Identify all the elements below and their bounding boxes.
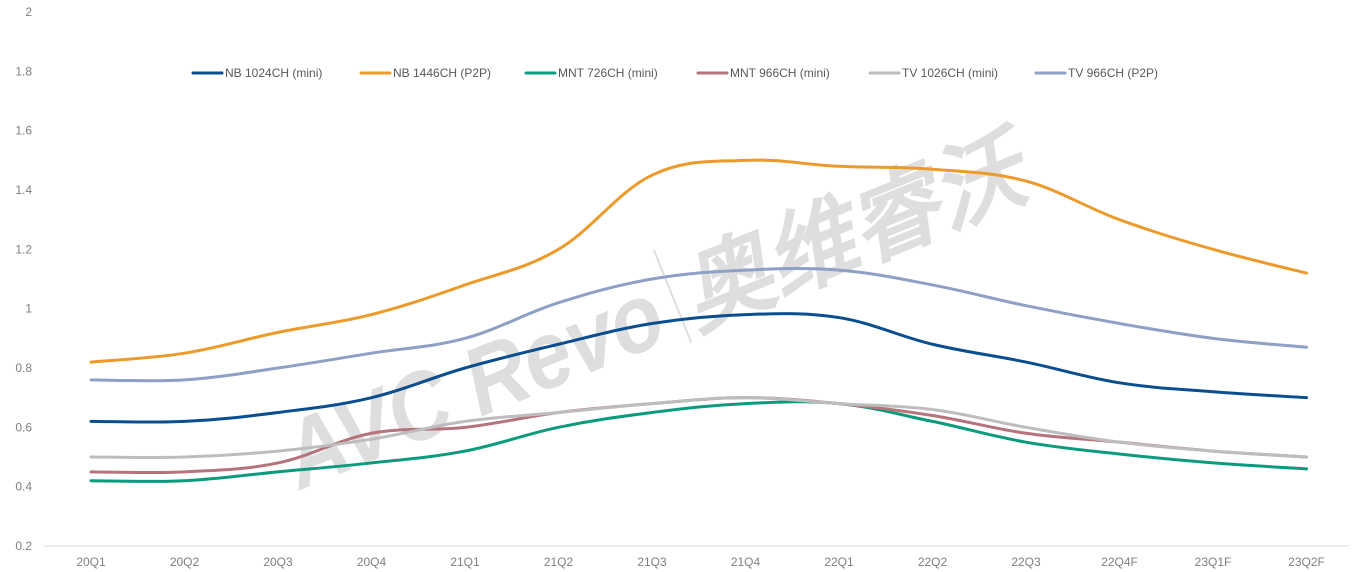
legend-item[interactable]: MNT 966CH (mini) [696, 66, 830, 80]
watermark-text: AVC Revo [266, 260, 679, 510]
series-lines [89, 158, 1308, 483]
y-tick-label: 2 [25, 5, 32, 19]
axes: 0.2 0.4 0.6 0.8 1 1.2 1.4 1.6 1.8 2 20Q1 20Q2 20Q3 20… [15, 5, 1349, 569]
series-line-2 [89, 400, 1308, 483]
series-line-0 [89, 312, 1308, 424]
legend-label: TV 1026CH (mini) [902, 66, 998, 80]
legend[interactable]: NB 1024CH (mini) NB 1446CH (P2P) MNT 726CH… [191, 66, 1158, 80]
x-tick-label: 21Q2 [544, 555, 574, 569]
y-tick-label: 0.6 [15, 420, 32, 434]
y-tick-label: 1.2 [15, 242, 32, 256]
series-line-1 [89, 158, 1308, 364]
x-tick-label: 21Q3 [637, 555, 667, 569]
x-tick-label: 20Q4 [357, 555, 387, 569]
legend-label: MNT 726CH (mini) [558, 66, 658, 80]
legend-item[interactable]: TV 966CH (P2P) [1034, 66, 1158, 80]
y-tick-label: 0.8 [15, 361, 32, 375]
legend-item[interactable]: TV 1026CH (mini) [868, 66, 998, 80]
y-tick-label: 1.8 [15, 64, 32, 78]
x-tick-label: 22Q1 [824, 555, 854, 569]
x-tick-label: 22Q2 [918, 555, 948, 569]
legend-item[interactable]: MNT 726CH (mini) [524, 66, 658, 80]
x-tick-label: 22Q3 [1011, 555, 1041, 569]
y-tick-label: 1.6 [15, 124, 32, 138]
watermark-cjk-text: 奥维睿沃 [666, 114, 1049, 348]
y-tick-label: 0.2 [15, 539, 32, 553]
watermark-divider [652, 249, 693, 344]
y-tick-label: 0.4 [15, 480, 32, 494]
y-tick-label: 1.4 [15, 183, 32, 197]
legend-label: NB 1446CH (P2P) [393, 66, 491, 80]
legend-label: NB 1024CH (mini) [225, 66, 322, 80]
x-tick-label: 23Q1F [1195, 555, 1232, 569]
x-tick-label: 20Q1 [76, 555, 106, 569]
legend-label: MNT 966CH (mini) [730, 66, 830, 80]
x-tick-label: 20Q2 [170, 555, 200, 569]
x-tick-label: 21Q4 [731, 555, 761, 569]
x-tick-label: 20Q3 [263, 555, 293, 569]
x-tick-label: 23Q2F [1288, 555, 1325, 569]
x-tick-label: 21Q1 [450, 555, 480, 569]
series-line-5 [89, 266, 1308, 383]
y-tick-label: 1 [25, 302, 32, 316]
legend-label: TV 966CH (P2P) [1068, 66, 1158, 80]
series-line-4 [89, 396, 1308, 459]
legend-item[interactable]: NB 1024CH (mini) [191, 66, 322, 80]
x-tick-label: 22Q4F [1101, 555, 1138, 569]
legend-item[interactable]: NB 1446CH (P2P) [359, 66, 491, 80]
